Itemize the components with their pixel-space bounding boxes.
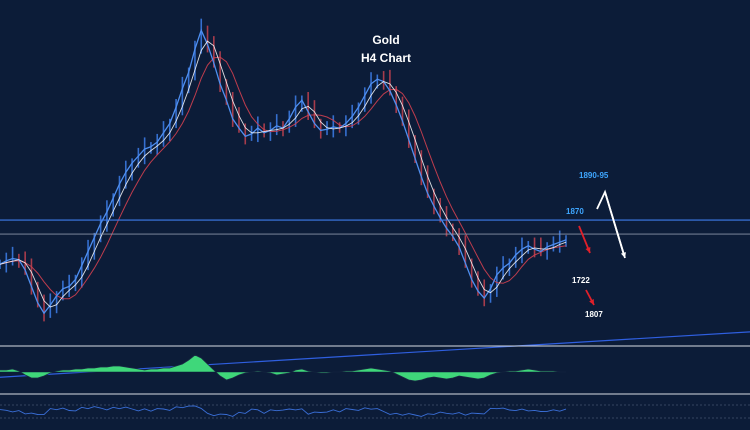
level-label-1890-95: 1890-95 — [579, 171, 609, 180]
red-down-arrow-2-head — [589, 299, 594, 305]
red-down-arrow-1-head — [585, 247, 591, 253]
rsi-line — [0, 405, 567, 417]
ma-slow-line — [0, 56, 567, 300]
ma-fast-line — [0, 40, 567, 308]
rsi-pane — [0, 404, 750, 419]
oscillator-signal — [0, 354, 566, 382]
price-pane — [0, 18, 567, 322]
chart-subtitle: H4 Chart — [361, 51, 411, 65]
chart-title: Gold — [372, 33, 399, 47]
forecast-arrows — [578, 189, 626, 306]
white-down-arrow — [604, 191, 626, 259]
level-label-1870: 1870 — [566, 207, 584, 216]
level-label-1807: 1807 — [585, 310, 603, 319]
level-label-1722: 1722 — [572, 276, 590, 285]
white-down-arrow-head — [620, 252, 626, 258]
oscillator-area — [0, 355, 566, 381]
oscillator-pane — [0, 354, 566, 382]
